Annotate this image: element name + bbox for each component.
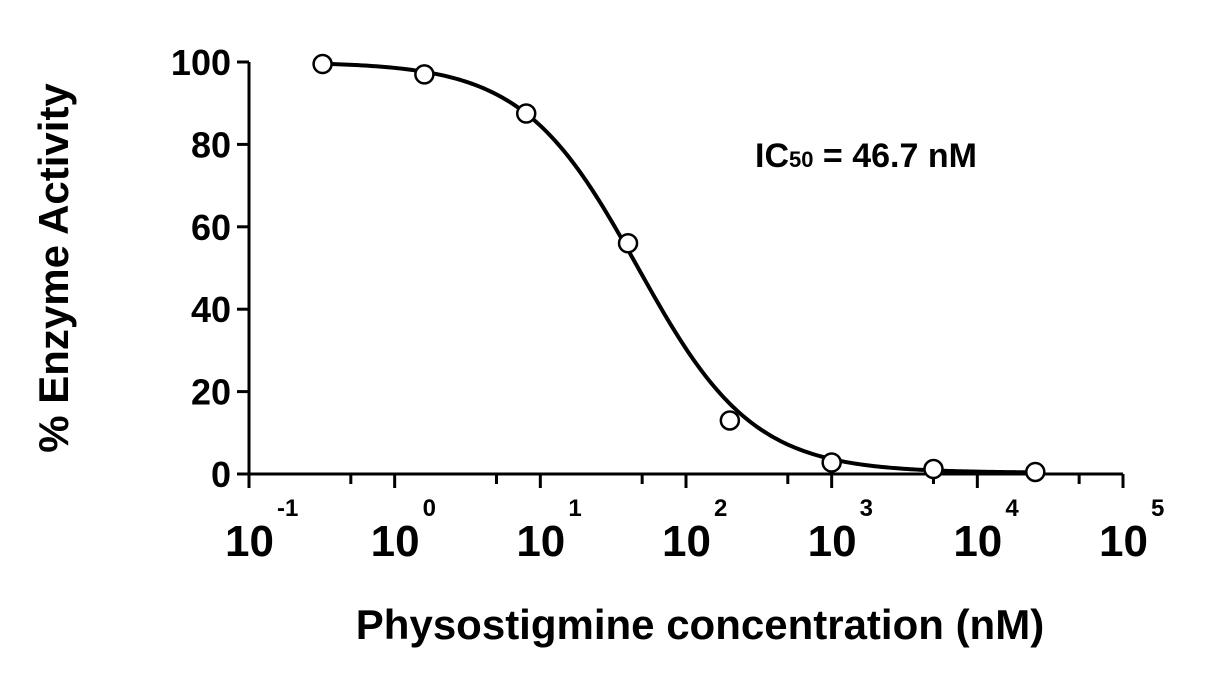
data-point: [923, 458, 944, 480]
ic50-prefix: IC: [755, 137, 789, 175]
data-point: [414, 64, 435, 85]
x-tick-label: 104: [953, 495, 1019, 566]
data-point: [1025, 461, 1046, 483]
x-axis-label: Physostigmine concentration (nM): [356, 601, 1044, 648]
data-point: [515, 103, 537, 124]
x-tick-base: 10: [662, 517, 711, 566]
ic50-value: = 46.7 nM: [813, 137, 976, 175]
x-tick-base: 10: [225, 517, 274, 566]
y-tick-label: 100: [171, 42, 231, 83]
data-point: [821, 452, 842, 473]
ic50-annotation: IC50 = 46.7 nM: [755, 137, 977, 175]
x-tick-exponent: -1: [277, 495, 298, 522]
x-tick-label: 100: [371, 495, 436, 566]
y-axis-label: % Enzyme Activity: [30, 83, 77, 453]
x-tick-exponent: 5: [1151, 495, 1164, 522]
x-tick-label: 10-1: [225, 495, 298, 566]
data-point: [312, 53, 333, 75]
ic50-subscript: 50: [789, 147, 813, 172]
x-tick-base: 10: [1099, 517, 1148, 566]
data-points: [312, 53, 1046, 483]
fit-curve: [322, 61, 1036, 475]
x-tick-label: 103: [808, 495, 873, 566]
x-tick-exponent: 1: [568, 495, 581, 522]
x-tick-base: 10: [953, 517, 1002, 566]
y-tick-label: 20: [191, 372, 231, 413]
x-tick-label: 105: [1099, 495, 1164, 566]
x-tick-base: 10: [371, 517, 420, 566]
y-tick-label: 0: [211, 454, 231, 495]
x-tick-label: 102: [662, 495, 727, 566]
y-tick-label: 40: [191, 289, 231, 330]
data-point: [617, 233, 639, 254]
x-tick-base: 10: [516, 517, 565, 566]
x-tick-label: 101: [516, 495, 581, 566]
y-tick-label: 60: [191, 207, 231, 248]
y-axis: 0 20 40 60 80 100: [171, 42, 251, 495]
data-point: [719, 410, 741, 431]
x-tick-base: 10: [808, 517, 857, 566]
x-tick-exponent: 4: [1005, 495, 1019, 522]
y-tick-label: 80: [191, 124, 231, 165]
x-tick-exponent: 0: [423, 495, 436, 522]
x-tick-exponent: 3: [860, 495, 873, 522]
x-tick-exponent: 2: [714, 495, 727, 522]
